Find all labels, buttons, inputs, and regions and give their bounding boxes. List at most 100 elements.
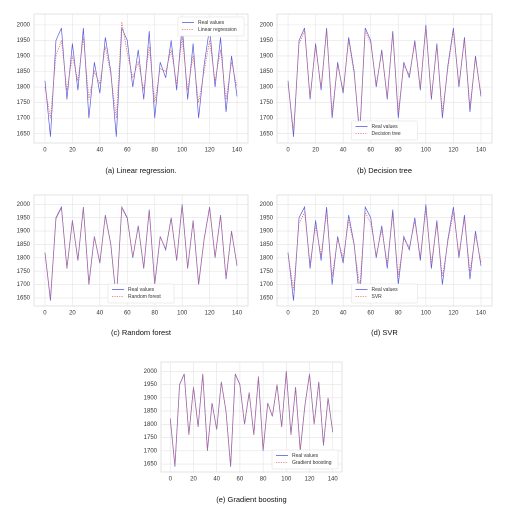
x-tick-label: 100 [177, 148, 188, 154]
legend-box [177, 16, 245, 37]
x-tick-label: 40 [97, 311, 104, 317]
panel: 1650 1700 1750 1800 1850 1900 1950 2000 0 20 40 60 8… [17, 194, 249, 337]
x-tick-label: 80 [395, 148, 402, 154]
y-tick-label: 1750 [144, 435, 158, 441]
x-tick-label: 140 [476, 148, 487, 154]
x-tick-label: 120 [305, 477, 316, 483]
y-tick-label: 1650 [17, 131, 31, 137]
y-tick-label: 1750 [17, 269, 31, 275]
y-tick-label: 1750 [260, 100, 274, 106]
y-tick-label: 1900 [17, 54, 31, 60]
legend-box [271, 449, 339, 470]
y-tick-label: 1900 [17, 229, 31, 235]
y-tick-label: 1900 [260, 54, 274, 60]
y-tick-label: 2000 [260, 202, 274, 208]
y-tick-label: 1950 [260, 215, 274, 221]
x-tick-label: 80 [260, 477, 267, 483]
y-tick-label: 2000 [17, 202, 31, 208]
data-line [287, 27, 482, 131]
y-tick-label: 1800 [260, 85, 274, 91]
legend-label: Linear regression [198, 27, 237, 33]
y-tick-label: 1700 [260, 282, 274, 288]
y-tick-label: 1950 [17, 215, 31, 221]
y-tick-label: 2000 [17, 22, 31, 28]
x-tick-label: 140 [328, 477, 339, 483]
y-tick-label: 1750 [17, 100, 31, 106]
x-tick-label: 60 [124, 311, 131, 317]
legend-label: SVR [372, 294, 383, 300]
x-tick-label: 20 [69, 148, 76, 154]
x-tick-label: 140 [232, 148, 243, 154]
x-tick-label: 60 [124, 148, 131, 154]
x-tick-label: 80 [151, 148, 158, 154]
x-tick-label: 0 [169, 477, 173, 483]
x-tick-label: 100 [421, 148, 432, 154]
legend-label: Decision tree [372, 131, 401, 137]
legend-label: Real values [292, 453, 319, 459]
y-tick-label: 1800 [260, 255, 274, 261]
y-tick-label: 1700 [260, 116, 274, 122]
y-tick-label: 1700 [17, 282, 31, 288]
x-tick-label: 40 [340, 311, 347, 317]
y-tick-label: 1850 [260, 242, 274, 248]
x-tick-label: 100 [177, 311, 188, 317]
caption: (c) Random forest [111, 328, 172, 337]
x-tick-label: 20 [312, 148, 319, 154]
y-tick-label: 2000 [144, 369, 158, 375]
x-tick-label: 60 [367, 148, 374, 154]
y-tick-label: 1800 [17, 255, 31, 261]
y-tick-label: 1950 [17, 38, 31, 44]
y-tick-label: 1900 [260, 229, 274, 235]
y-tick-label: 2000 [260, 22, 274, 28]
y-tick-label: 1850 [144, 409, 158, 415]
y-tick-label: 1800 [144, 422, 158, 428]
y-tick-label: 1650 [144, 462, 158, 468]
y-tick-label: 1800 [17, 85, 31, 91]
legend-label: Gradient boosting [292, 460, 332, 466]
data-line [287, 209, 482, 291]
y-tick-label: 1850 [17, 69, 31, 75]
x-tick-label: 40 [213, 477, 220, 483]
caption: (b) Decision tree [357, 166, 412, 175]
legend-label: Real values [198, 20, 225, 26]
x-tick-label: 80 [151, 311, 158, 317]
y-tick-label: 1950 [144, 382, 158, 388]
panel: 1650 1700 1750 1800 1850 1900 1950 2000 0 20 40 60 8… [17, 13, 249, 175]
panel: 1650 1700 1750 1800 1850 1900 1950 2000 0 20 40 60 8… [144, 361, 343, 504]
caption: (a) Linear regression. [105, 166, 176, 175]
data-line [169, 371, 334, 466]
x-tick-label: 60 [237, 477, 244, 483]
y-tick-label: 1650 [17, 296, 31, 302]
y-tick-label: 1700 [144, 448, 158, 454]
x-tick-label: 100 [421, 311, 432, 317]
data-line [44, 21, 238, 119]
caption: (e) Gradient boosting [216, 495, 286, 504]
legend-label: Real values [128, 287, 155, 293]
x-tick-label: 120 [205, 311, 216, 317]
data-line [44, 24, 238, 137]
x-tick-label: 120 [448, 148, 459, 154]
x-tick-label: 140 [476, 311, 487, 317]
x-tick-label: 40 [340, 148, 347, 154]
x-tick-label: 0 [286, 311, 290, 317]
y-tick-label: 1750 [260, 269, 274, 275]
x-tick-label: 0 [43, 311, 47, 317]
legend-label: Real values [372, 287, 399, 293]
x-tick-label: 140 [232, 311, 243, 317]
data-line [287, 204, 482, 301]
x-tick-label: 0 [286, 148, 290, 154]
data-line [44, 205, 238, 299]
x-tick-label: 20 [69, 311, 76, 317]
legend-label: Random forest [128, 294, 161, 300]
panel: 1650 1700 1750 1800 1850 1900 1950 2000 0 20 40 60 8… [260, 194, 493, 337]
y-tick-label: 1700 [17, 116, 31, 122]
legend-box [107, 283, 175, 304]
y-tick-label: 1900 [144, 395, 158, 401]
y-tick-label: 1950 [260, 38, 274, 44]
